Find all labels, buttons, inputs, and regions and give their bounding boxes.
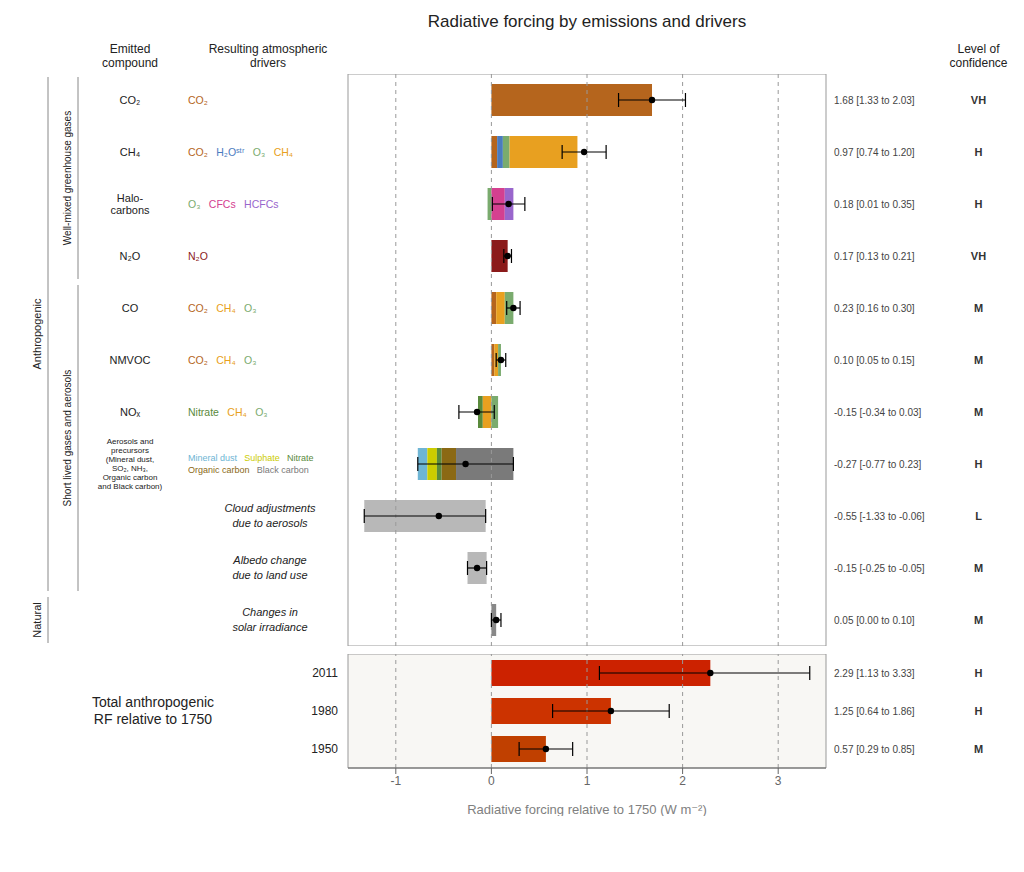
svg-text:due to land use: due to land use (232, 569, 307, 581)
html-text:Radiative forcing by emissions: Radiative forcing by emissions and drive… (427, 12, 747, 31)
svg-text:H: H (975, 667, 983, 679)
svg-text:M: M (974, 406, 983, 418)
svg-text:Organic carbonBlack carbon: Organic carbonBlack carbon (188, 465, 309, 475)
svg-text:Aerosols andprecursors(Mineral: Aerosols andprecursors(Mineral dust,SO₂,… (98, 437, 163, 491)
svg-text:0.17 [0.13 to 0.21]: 0.17 [0.13 to 0.21] (834, 251, 915, 262)
svg-text:CH₄: CH₄ (120, 146, 141, 158)
svg-text:O₃CFCsHCFCs: O₃CFCsHCFCs (188, 198, 279, 210)
svg-text:0.18 [0.01 to 0.35]: 0.18 [0.01 to 0.35] (834, 199, 915, 210)
html-text:Level of confidence: Level of confidence (949, 42, 1008, 71)
svg-text:CO: CO (122, 302, 139, 314)
svg-text:-0.15 [-0.34 to 0.03]: -0.15 [-0.34 to 0.03] (834, 407, 922, 418)
svg-text:H: H (975, 146, 983, 158)
svg-text:Halo-carbons: Halo-carbons (110, 192, 150, 216)
svg-text:solar irradiance: solar irradiance (232, 621, 307, 633)
svg-text:H: H (975, 705, 983, 717)
svg-text:VH: VH (971, 94, 986, 106)
svg-text:3: 3 (775, 774, 782, 788)
svg-text:0.97 [0.74 to 1.20]: 0.97 [0.74 to 1.20] (834, 147, 915, 158)
svg-text:NMVOC: NMVOC (110, 354, 151, 366)
svg-text:1980: 1980 (311, 704, 338, 718)
svg-text:2: 2 (679, 774, 686, 788)
svg-text:2011: 2011 (312, 666, 338, 680)
svg-text:-0.27 [-0.77 to 0.23]: -0.27 [-0.77 to 0.23] (834, 459, 922, 470)
svg-text:1950: 1950 (311, 742, 338, 756)
svg-text:L: L (975, 510, 982, 522)
svg-text:-1: -1 (390, 774, 401, 788)
svg-text:N₂O: N₂O (120, 250, 141, 262)
svg-text:NitrateCH₄O₃: NitrateCH₄O₃ (188, 406, 268, 418)
svg-text:2.29 [1.13 to 3.33]: 2.29 [1.13 to 3.33] (834, 668, 915, 679)
svg-text:M: M (974, 743, 983, 755)
svg-text:-0.15 [-0.25 to -0.05]: -0.15 [-0.25 to -0.05] (834, 563, 925, 574)
svg-text:H: H (975, 198, 983, 210)
svg-text:CO₂: CO₂ (188, 94, 208, 106)
svg-text:CO₂CH₄O₃: CO₂CH₄O₃ (188, 302, 257, 314)
svg-text:CO₂: CO₂ (120, 94, 141, 106)
svg-text:-0.55 [-1.33 to -0.06]: -0.55 [-1.33 to -0.06] (834, 511, 925, 522)
svg-text:N₂O: N₂O (188, 250, 208, 262)
svg-text:NOₓ: NOₓ (120, 406, 141, 418)
svg-text:0.10 [0.05 to 0.15]: 0.10 [0.05 to 0.15] (834, 355, 915, 366)
svg-text:H: H (975, 458, 983, 470)
svg-text:M: M (974, 354, 983, 366)
svg-text:1: 1 (584, 774, 591, 788)
svg-text:0: 0 (488, 774, 495, 788)
svg-text:Albedo change: Albedo change (232, 554, 306, 566)
svg-text:Natural: Natural (31, 602, 43, 637)
svg-text:Changes in: Changes in (242, 606, 298, 618)
svg-text:M: M (974, 302, 983, 314)
svg-text:1.25 [0.64 to 1.86]: 1.25 [0.64 to 1.86] (834, 706, 915, 717)
svg-text:M: M (974, 562, 983, 574)
svg-text:Radiative forcing relative to: Radiative forcing relative to 1750 (W m⁻… (467, 802, 707, 816)
svg-text:0.05 [0.00 to 0.10]: 0.05 [0.00 to 0.10] (834, 615, 915, 626)
svg-text:1.68 [1.33 to 2.03]: 1.68 [1.33 to 2.03] (834, 95, 915, 106)
svg-text:CO₂CH₄O₃: CO₂CH₄O₃ (188, 354, 257, 366)
html-text:Emitted compound: Emitted compound (102, 42, 158, 71)
svg-text:0.57 [0.29 to 0.85]: 0.57 [0.29 to 0.85] (834, 744, 915, 755)
svg-text:Short lived gases and aerosols: Short lived gases and aerosols (62, 370, 73, 507)
svg-text:Well-mixed greenhouse gases: Well-mixed greenhouse gases (62, 111, 73, 245)
svg-text:Mineral dustSulphateNitrate: Mineral dustSulphateNitrate (188, 453, 313, 463)
svg-text:VH: VH (971, 250, 986, 262)
svg-text:Anthropogenic: Anthropogenic (31, 298, 43, 369)
svg-text:M: M (974, 614, 983, 626)
svg-text:Cloud adjustments: Cloud adjustments (224, 502, 316, 514)
html-text:Total anthropogenic RF relativ: Total anthropogenic RF relative to 1750 (91, 694, 215, 727)
html-text:Resulting atmospheric drivers: Resulting atmospheric drivers (208, 42, 328, 71)
svg-text:CO₂H₂OˢᵗʳO₃CH₄: CO₂H₂OˢᵗʳO₃CH₄ (188, 146, 293, 158)
svg-text:0.23 [0.16 to 0.30]: 0.23 [0.16 to 0.30] (834, 303, 915, 314)
svg-text:due to aerosols: due to aerosols (232, 517, 308, 529)
